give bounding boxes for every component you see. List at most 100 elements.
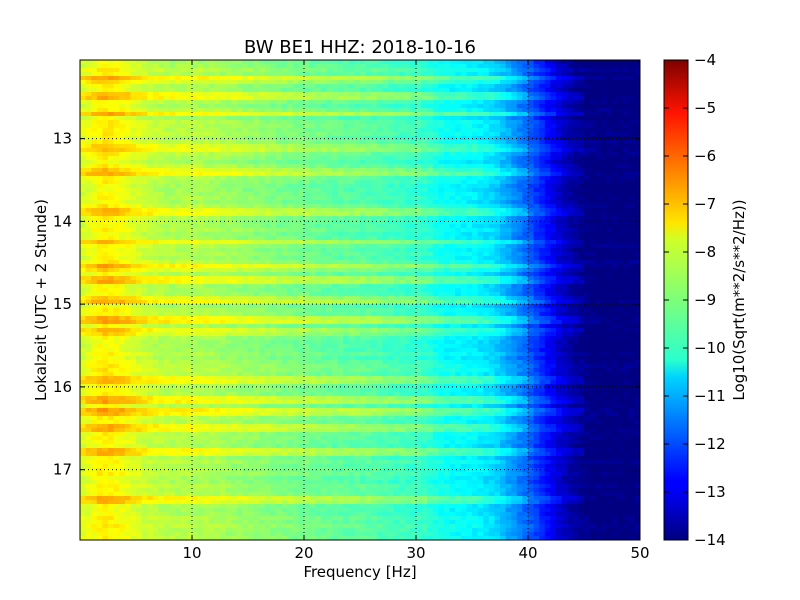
heatmap-cell bbox=[444, 92, 451, 97]
heatmap-cell bbox=[388, 208, 395, 213]
heatmap-cell bbox=[600, 220, 607, 225]
heatmap-cell bbox=[494, 184, 501, 189]
heatmap-cell bbox=[410, 144, 417, 149]
heatmap-cell bbox=[533, 80, 540, 85]
heatmap-cell bbox=[399, 204, 406, 209]
heatmap-cell bbox=[214, 204, 221, 209]
heatmap-cell bbox=[309, 180, 316, 185]
heatmap-cell bbox=[259, 204, 266, 209]
heatmap-cell bbox=[304, 248, 311, 253]
heatmap-cell bbox=[528, 60, 535, 65]
heatmap-cell bbox=[108, 96, 115, 101]
heatmap-cell bbox=[561, 236, 568, 241]
heatmap-cell bbox=[96, 60, 103, 65]
heatmap-cell bbox=[460, 184, 467, 189]
heatmap-cell bbox=[348, 216, 355, 221]
heatmap-cell bbox=[214, 176, 221, 181]
heatmap-cell bbox=[516, 196, 523, 201]
heatmap-cell bbox=[365, 144, 372, 149]
heatmap-cell bbox=[404, 136, 411, 141]
heatmap-cell bbox=[175, 224, 182, 229]
heatmap-cell bbox=[606, 172, 613, 177]
heatmap-cell bbox=[421, 224, 428, 229]
heatmap-cell bbox=[208, 160, 215, 165]
heatmap-cell bbox=[572, 124, 579, 129]
heatmap-cell bbox=[371, 208, 378, 213]
heatmap-cell bbox=[242, 88, 249, 93]
heatmap-cell bbox=[220, 208, 227, 213]
heatmap-cell bbox=[152, 188, 159, 193]
heatmap-cell bbox=[438, 220, 445, 225]
heatmap-cell bbox=[382, 168, 389, 173]
heatmap-cell bbox=[460, 108, 467, 113]
heatmap-cell bbox=[416, 156, 423, 161]
heatmap-cell bbox=[539, 188, 546, 193]
heatmap-cell bbox=[208, 204, 215, 209]
heatmap-cell bbox=[421, 188, 428, 193]
heatmap-cell bbox=[164, 80, 171, 85]
heatmap-cell bbox=[242, 220, 249, 225]
heatmap-cell bbox=[432, 84, 439, 89]
heatmap-cell bbox=[416, 92, 423, 97]
heatmap-cell bbox=[130, 92, 137, 97]
heatmap-cell bbox=[180, 180, 187, 185]
heatmap-cell bbox=[108, 64, 115, 69]
heatmap-cell bbox=[152, 196, 159, 201]
heatmap-cell bbox=[544, 180, 551, 185]
heatmap-cell bbox=[108, 76, 115, 81]
heatmap-cell bbox=[326, 232, 333, 237]
heatmap-cell bbox=[326, 128, 333, 133]
heatmap-cell bbox=[354, 164, 361, 169]
heatmap-cell bbox=[320, 144, 327, 149]
heatmap-cell bbox=[287, 160, 294, 165]
heatmap-cell bbox=[567, 88, 574, 93]
heatmap-cell bbox=[584, 248, 591, 253]
heatmap-cell bbox=[91, 136, 98, 141]
heatmap-cell bbox=[432, 96, 439, 101]
heatmap-cell bbox=[600, 216, 607, 221]
heatmap-cell bbox=[516, 108, 523, 113]
heatmap-cell bbox=[253, 192, 260, 197]
heatmap-cell bbox=[169, 240, 176, 245]
heatmap-cell bbox=[203, 216, 210, 221]
heatmap-cell bbox=[208, 240, 215, 245]
heatmap-cell bbox=[164, 176, 171, 181]
heatmap-cell bbox=[180, 196, 187, 201]
heatmap-cell bbox=[152, 168, 159, 173]
heatmap-cell bbox=[505, 76, 512, 81]
heatmap-cell bbox=[175, 76, 182, 81]
heatmap-cell bbox=[80, 144, 87, 149]
heatmap-cell bbox=[287, 212, 294, 217]
heatmap-cell bbox=[612, 212, 619, 217]
heatmap-cell bbox=[494, 204, 501, 209]
heatmap-cell bbox=[572, 204, 579, 209]
heatmap-cell bbox=[192, 236, 199, 241]
heatmap-cell bbox=[197, 96, 204, 101]
heatmap-cell bbox=[164, 224, 171, 229]
heatmap-cell bbox=[572, 188, 579, 193]
heatmap-cell bbox=[427, 124, 434, 129]
heatmap-cell bbox=[544, 132, 551, 137]
heatmap-cell bbox=[214, 152, 221, 157]
heatmap-cell bbox=[332, 256, 339, 261]
heatmap-cell bbox=[304, 216, 311, 221]
heatmap-cell bbox=[96, 180, 103, 185]
heatmap-cell bbox=[141, 88, 148, 93]
heatmap-cell bbox=[516, 112, 523, 117]
heatmap-cell bbox=[186, 164, 193, 169]
heatmap-cell bbox=[292, 256, 299, 261]
heatmap-cell bbox=[399, 236, 406, 241]
heatmap-cell bbox=[119, 224, 126, 229]
heatmap-cell bbox=[634, 76, 640, 81]
heatmap-cell bbox=[315, 72, 322, 77]
heatmap-cell bbox=[136, 128, 143, 133]
heatmap-cell bbox=[119, 92, 126, 97]
heatmap-cell bbox=[494, 68, 501, 73]
heatmap-cell bbox=[421, 116, 428, 121]
heatmap-cell bbox=[539, 152, 546, 157]
heatmap-cell bbox=[595, 136, 602, 141]
heatmap-cell bbox=[466, 228, 473, 233]
heatmap-cell bbox=[578, 220, 585, 225]
heatmap-cell bbox=[500, 248, 507, 253]
heatmap-cell bbox=[617, 164, 624, 169]
